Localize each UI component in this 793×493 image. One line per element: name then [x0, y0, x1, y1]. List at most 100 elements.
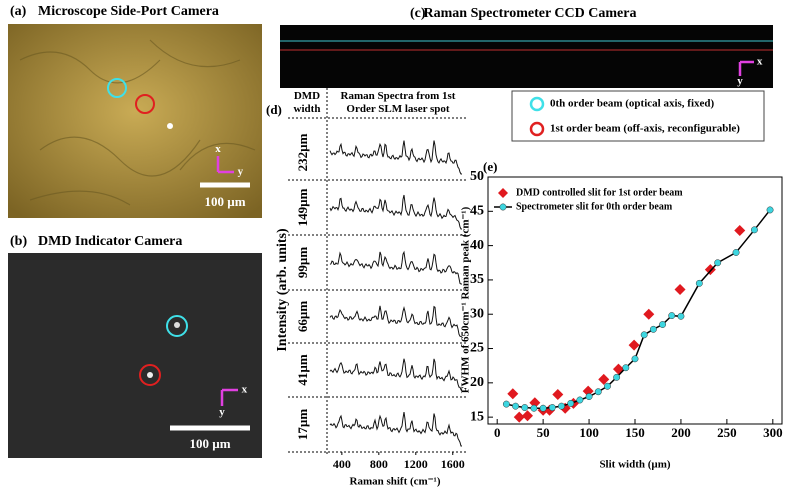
spectrum: [329, 250, 462, 285]
panel-title: Raman Spectrometer CCD Camera: [424, 6, 637, 21]
plot-frame: [487, 176, 783, 425]
point: [622, 364, 630, 372]
y-tick-label: 50: [470, 169, 484, 184]
point: [567, 399, 575, 407]
x-tick-label: 250: [717, 425, 737, 440]
zero-order-marker: [166, 315, 188, 337]
spectrum: [329, 305, 463, 338]
point: [674, 284, 686, 296]
x-tick-label: 800: [370, 457, 388, 471]
point: [603, 382, 611, 390]
x-tick-label: 0: [494, 425, 501, 440]
row-label: 17µm: [295, 409, 310, 440]
axis-letter: x: [242, 384, 248, 396]
point: [628, 339, 640, 351]
x-tick-label: 1600: [441, 457, 465, 471]
point: [598, 373, 610, 385]
axis-letter: x: [215, 143, 221, 155]
x-tick-label: 150: [625, 425, 645, 440]
y-tick-label: 45: [470, 204, 484, 219]
y-tick-label: 20: [470, 375, 484, 390]
point: [734, 225, 746, 237]
point: [512, 402, 520, 410]
point: [643, 308, 655, 320]
orientation-arrows: [216, 156, 234, 174]
panel-title: Microscope Side-Port Camera: [38, 4, 219, 19]
ccd-image: [280, 25, 773, 88]
legend-label: DMD controlled slit for 1st order beam: [516, 187, 683, 198]
row-label: 41µm: [295, 354, 310, 385]
x-tick-label: 300: [763, 425, 783, 440]
y-axis-label: FWHM of 650cm⁻¹ Raman peak (cm⁻¹): [460, 206, 472, 393]
point: [613, 373, 621, 381]
point: [594, 388, 602, 396]
panel-label: (e): [483, 159, 497, 174]
row-label: 149µm: [295, 188, 310, 226]
panel-title: DMD Indicator Camera: [38, 234, 182, 249]
microscope-image: [8, 24, 262, 218]
beam-legend-box: [511, 90, 765, 142]
y-tick-label: 30: [470, 306, 484, 321]
beam-legend-text: 1st order beam (off-axis, reconfigurable…: [550, 123, 740, 135]
legend-marker: [498, 188, 508, 198]
column-header: DMD width: [293, 90, 321, 115]
point: [766, 206, 774, 214]
bright-spot: [167, 123, 173, 129]
point: [659, 321, 667, 328]
legend-label: Spectrometer slit for 0th order beam: [516, 201, 673, 212]
scale-bar-label: 100 µm: [189, 436, 230, 451]
point: [677, 312, 685, 320]
x-tick-label: 200: [671, 425, 691, 440]
x-axis-label: Slit width (µm): [599, 459, 670, 471]
point: [750, 226, 758, 234]
point: [585, 393, 593, 401]
legend-marker: [529, 121, 545, 137]
point: [612, 363, 624, 375]
beam-legend-text: 0th order beam (optical axis, fixed): [550, 98, 715, 110]
point: [668, 312, 676, 320]
orientation-arrows: [738, 60, 754, 76]
y-tick-label: 40: [470, 238, 484, 253]
row-label: 232µm: [295, 133, 310, 171]
axis-letter: x: [757, 56, 763, 68]
spectrum: [329, 411, 462, 447]
legend-marker: [499, 203, 507, 211]
spectrum: [329, 140, 462, 175]
legend-marker: [529, 96, 545, 112]
point: [539, 404, 547, 412]
panel-label: (b): [10, 234, 27, 249]
x-tick-label: 400: [333, 457, 351, 471]
point: [714, 259, 722, 267]
x-tick-label: 50: [537, 425, 550, 440]
zero-order-marker: [107, 78, 127, 98]
point: [522, 410, 534, 422]
first-order-marker: [135, 94, 155, 114]
x-axis-label: Raman shift (cm⁻¹): [350, 476, 441, 488]
first-order-marker: [139, 364, 161, 386]
column-header: Raman Spectra from 1st Order SLM laser s…: [340, 90, 456, 115]
y-tick-label: 15: [470, 409, 484, 424]
point: [695, 279, 703, 287]
point: [513, 411, 525, 423]
point: [548, 404, 556, 411]
y-tick-label: 35: [470, 272, 484, 287]
panel-label: (c): [410, 6, 426, 21]
point: [521, 404, 529, 411]
row-label: 66µm: [295, 301, 310, 332]
x-tick-label: 100: [579, 425, 599, 440]
point: [507, 388, 519, 400]
point: [732, 249, 740, 256]
y-tick-label: 25: [470, 341, 484, 356]
axis-letter: y: [219, 406, 225, 418]
texture: [19, 39, 256, 206]
scale-bar-label: 100 µm: [204, 194, 245, 209]
point: [631, 355, 639, 363]
point: [552, 388, 564, 400]
bright-spot: [174, 322, 180, 328]
spectrum: [329, 358, 463, 392]
point: [530, 404, 538, 412]
x-tick-label: 1200: [404, 457, 428, 471]
point: [558, 402, 565, 410]
